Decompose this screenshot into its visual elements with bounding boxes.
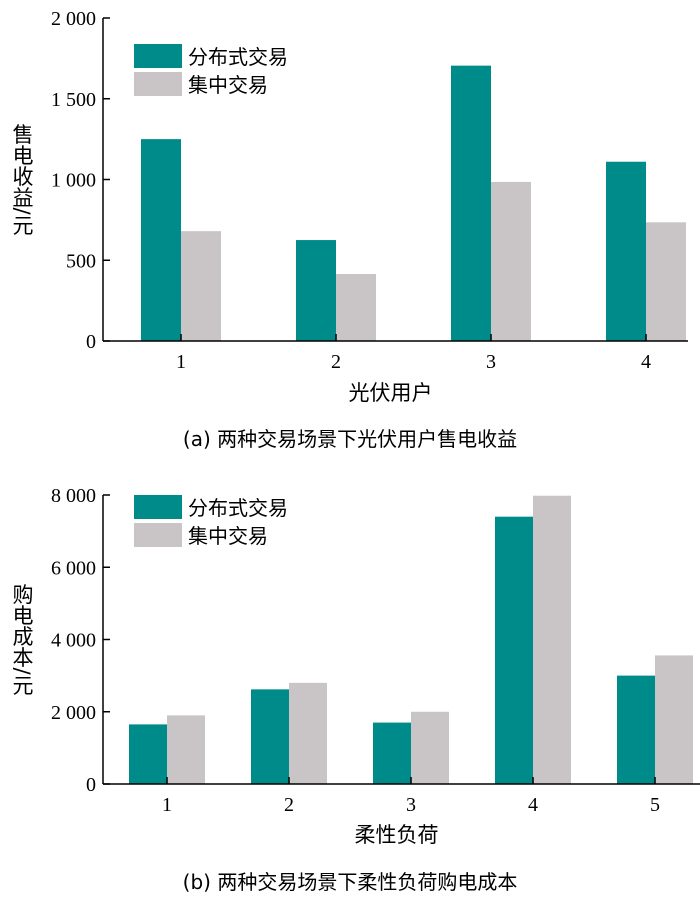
bar-centralized-2 bbox=[289, 682, 327, 784]
legend-swatch-centralized bbox=[134, 72, 182, 96]
bar-centralized-5 bbox=[655, 655, 693, 784]
y-tick-label: 2 000 bbox=[51, 702, 96, 724]
y-tick-label: 500 bbox=[66, 250, 96, 272]
y-tick-label: 2 000 bbox=[51, 8, 96, 30]
y-tick-label: 8 000 bbox=[51, 485, 96, 507]
bar-distributed-2 bbox=[251, 689, 289, 784]
bar-distributed-3 bbox=[451, 65, 491, 341]
bar-centralized-4 bbox=[533, 495, 571, 784]
legend-label-centralized: 集中交易 bbox=[188, 524, 268, 548]
x-tick-label: 1 bbox=[176, 351, 186, 373]
x-tick-label: 4 bbox=[528, 794, 538, 816]
x-axis-label: 光伏用户 bbox=[349, 381, 433, 405]
y-tick-label: 1 000 bbox=[51, 170, 96, 192]
x-tick-label: 2 bbox=[284, 794, 294, 816]
x-tick-label: 1 bbox=[162, 794, 172, 816]
bar-centralized-2 bbox=[336, 273, 376, 341]
legend-label-distributed: 分布式交易 bbox=[188, 45, 288, 69]
y-tick-label: 0 bbox=[86, 774, 96, 796]
legend-swatch-distributed bbox=[134, 44, 182, 68]
legend-label-centralized: 集中交易 bbox=[188, 73, 268, 97]
chart-caption: (a) 两种交易场景下光伏用户售电收益 bbox=[183, 427, 517, 451]
bar-distributed-4 bbox=[606, 161, 646, 341]
x-tick-label: 5 bbox=[650, 794, 660, 816]
y-tick-label: 1 500 bbox=[51, 89, 96, 111]
bar-centralized-1 bbox=[181, 231, 221, 341]
bar-distributed-4 bbox=[495, 516, 533, 784]
bar-centralized-1 bbox=[167, 715, 205, 784]
y-tick-label: 0 bbox=[86, 331, 96, 353]
x-tick-label: 2 bbox=[331, 351, 341, 373]
y-axis-label: 售电收益/元 bbox=[10, 123, 34, 236]
x-tick-label: 4 bbox=[641, 351, 651, 373]
legend-swatch-distributed bbox=[134, 495, 182, 519]
legend-label-distributed: 分布式交易 bbox=[188, 496, 288, 520]
y-axis-label: 购电成本/元 bbox=[10, 583, 34, 696]
y-tick-label: 4 000 bbox=[51, 630, 96, 652]
bar-distributed-3 bbox=[373, 722, 411, 784]
bar-distributed-2 bbox=[296, 240, 336, 341]
bar-distributed-1 bbox=[141, 139, 181, 341]
legend-swatch-centralized bbox=[134, 523, 182, 547]
x-axis-label: 柔性负荷 bbox=[355, 823, 439, 847]
bar-centralized-4 bbox=[646, 222, 686, 341]
bar-centralized-3 bbox=[491, 181, 531, 341]
bar-distributed-5 bbox=[617, 675, 655, 784]
bar-distributed-1 bbox=[129, 724, 167, 784]
y-tick-label: 6 000 bbox=[51, 557, 96, 579]
x-tick-label: 3 bbox=[486, 351, 496, 373]
chart-caption: (b) 两种交易场景下柔性负荷购电成本 bbox=[183, 870, 518, 894]
x-tick-label: 3 bbox=[406, 794, 416, 816]
bar-centralized-3 bbox=[411, 711, 449, 784]
